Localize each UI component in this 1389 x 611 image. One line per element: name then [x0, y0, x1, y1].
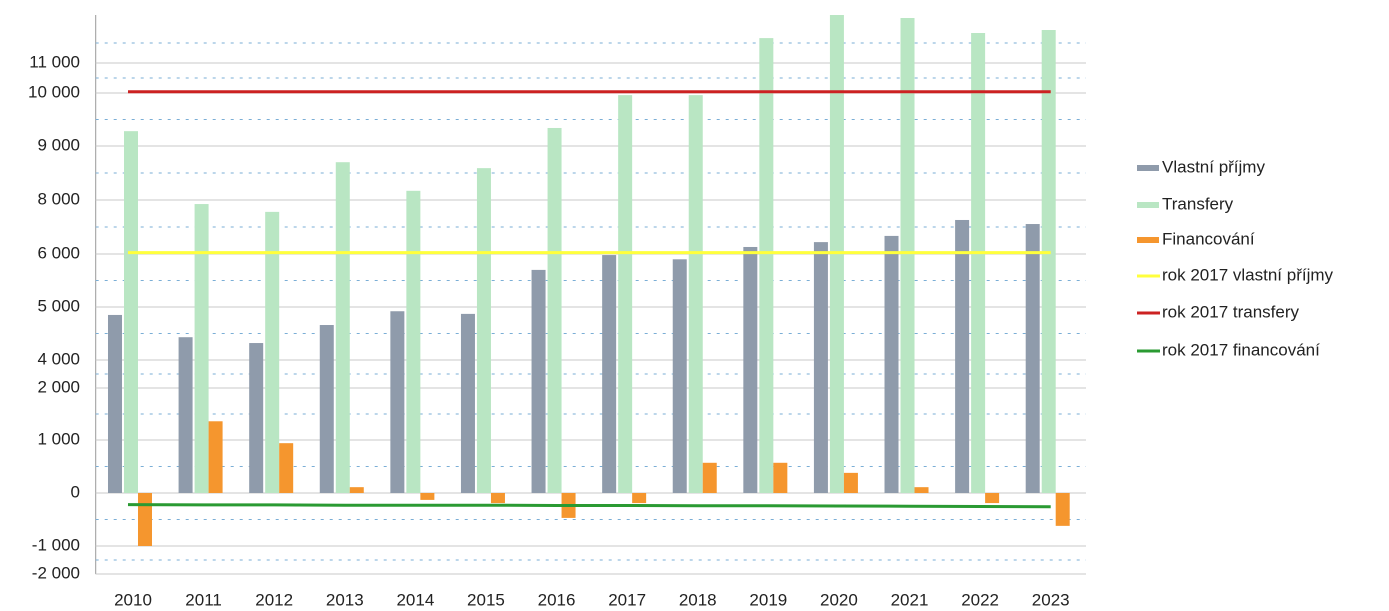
x-tick-label: 2022 — [961, 590, 999, 609]
bar — [702, 462, 717, 493]
x-tick-label: 2016 — [538, 590, 576, 609]
legend-label: rok 2017 transfery — [1162, 302, 1300, 321]
bar — [971, 33, 986, 493]
bar — [406, 190, 421, 493]
bar — [1041, 30, 1056, 493]
legend-label: rok 2017 financování — [1162, 340, 1320, 359]
bar — [178, 337, 193, 493]
bar — [1025, 224, 1040, 493]
legend-key — [1137, 202, 1159, 208]
bar — [985, 493, 1000, 504]
bar — [743, 246, 758, 493]
y-tick-label: 10 000 — [28, 82, 80, 101]
bar — [688, 95, 703, 494]
x-tick-label: 2021 — [891, 590, 929, 609]
bar — [476, 168, 491, 493]
bar — [602, 255, 617, 493]
x-tick-label: 2010 — [114, 590, 152, 609]
bar — [672, 259, 687, 493]
bar — [319, 325, 334, 493]
x-tick-label: 2018 — [679, 590, 717, 609]
bar — [123, 131, 138, 493]
bar — [335, 162, 350, 493]
y-tick-label: -2 000 — [32, 563, 80, 582]
x-tick-label: 2012 — [255, 590, 293, 609]
bar — [813, 242, 828, 493]
bar — [460, 313, 475, 493]
bar — [490, 493, 505, 504]
y-tick-label: 5 000 — [37, 296, 80, 315]
x-tick-label: 2014 — [396, 590, 434, 609]
legend-label: Financování — [1162, 229, 1255, 248]
x-tick-label: 2017 — [608, 590, 646, 609]
x-tick-label: 2019 — [749, 590, 787, 609]
y-tick-label: 9 000 — [37, 135, 80, 154]
bar — [773, 462, 788, 493]
reference-line — [127, 503, 1051, 509]
x-tick-label: 2023 — [1032, 590, 1070, 609]
legend-label: rok 2017 vlastní příjmy — [1162, 265, 1334, 284]
y-tick-label: 11 000 — [29, 52, 80, 71]
bar — [884, 235, 899, 493]
y-tick-label: 4 000 — [37, 349, 80, 368]
bar — [420, 493, 435, 500]
bar — [618, 95, 633, 494]
bar — [547, 127, 562, 493]
bar — [279, 443, 294, 493]
bar — [1055, 493, 1070, 526]
y-tick-label: 1 000 — [37, 429, 80, 448]
bar — [265, 211, 280, 493]
bar — [249, 343, 264, 493]
bar — [208, 421, 223, 493]
x-tick-label: 2011 — [185, 590, 222, 609]
bar — [955, 219, 970, 494]
bar — [632, 493, 647, 504]
bar — [137, 493, 152, 546]
bar — [759, 38, 774, 493]
bar — [390, 311, 405, 493]
legend-key — [1137, 237, 1159, 243]
bar — [900, 18, 915, 493]
y-tick-label: 2 000 — [37, 377, 80, 396]
y-tick-label: 8 000 — [37, 189, 80, 208]
bar — [531, 269, 546, 493]
y-tick-label: 6 000 — [37, 243, 80, 262]
y-tick-label: -1 000 — [32, 535, 80, 554]
legend-label: Vlastní příjmy — [1162, 157, 1265, 176]
legend-label: Transfery — [1162, 194, 1234, 213]
bar — [349, 487, 364, 493]
x-tick-label: 2013 — [326, 590, 364, 609]
bar — [107, 314, 122, 493]
legend-key — [1137, 165, 1159, 171]
y-tick-label: 0 — [71, 482, 80, 501]
x-tick-label: 2015 — [467, 590, 505, 609]
x-tick-label: 2020 — [820, 590, 858, 609]
bar — [194, 204, 209, 494]
bar — [914, 487, 929, 493]
bar — [843, 472, 858, 493]
